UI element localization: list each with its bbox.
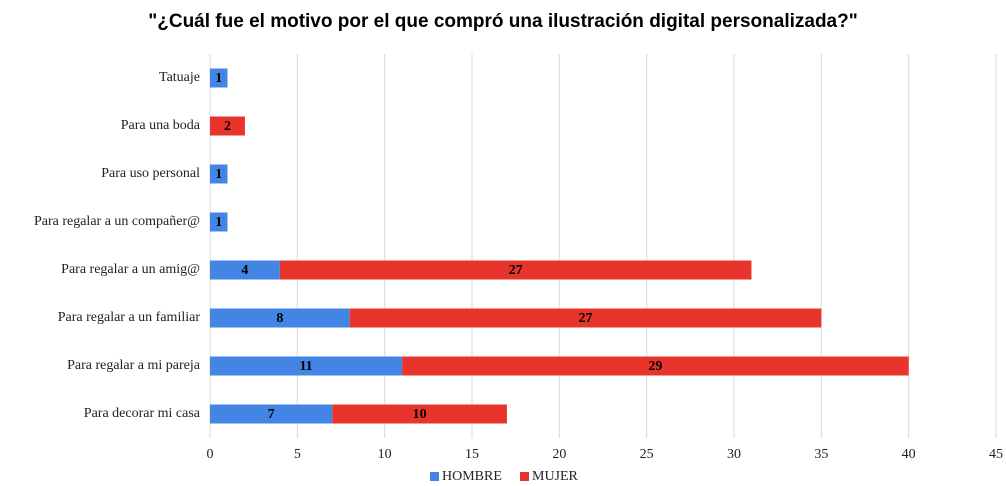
x-tick-label: 10: [378, 447, 392, 462]
data-label: 1: [215, 215, 222, 230]
y-tick-label: Para regalar a un compañer@: [34, 214, 200, 229]
data-label: 11: [299, 359, 312, 374]
data-label: 29: [648, 359, 662, 374]
x-tick-label: 5: [294, 447, 301, 462]
x-tick-label: 15: [465, 447, 479, 462]
legend-swatch: [520, 472, 529, 481]
bar-segment: [332, 404, 507, 424]
data-label: 1: [215, 71, 222, 86]
x-tick-label: 40: [902, 447, 916, 462]
bar-segment: [402, 356, 909, 376]
x-tick-label: 20: [552, 447, 566, 462]
bar-segment: [210, 404, 333, 424]
data-label: 4: [241, 263, 248, 278]
bar-segment: [279, 260, 752, 280]
legend-label: MUJER: [532, 469, 579, 484]
x-tick-label: 30: [727, 447, 741, 462]
y-tick-label: Para uso personal: [101, 166, 200, 181]
data-label: 2: [224, 119, 231, 134]
legend-label: HOMBRE: [442, 469, 502, 484]
bar-segment: [210, 116, 245, 136]
data-label: 8: [276, 311, 283, 326]
bar-segment: [210, 164, 228, 184]
y-tick-label: Tatuaje: [159, 70, 200, 85]
y-tick-label: Para regalar a un amig@: [61, 262, 200, 277]
legend-swatch: [430, 472, 439, 481]
bar-segment: [210, 308, 350, 328]
data-label: 27: [579, 311, 593, 326]
bar-segment: [210, 356, 403, 376]
x-tick-label: 25: [640, 447, 654, 462]
data-label: 7: [268, 407, 275, 422]
chart-title: "¿Cuál fue el motivo por el que compró u…: [148, 11, 858, 32]
bar-segment: [349, 308, 822, 328]
bar-segment: [210, 68, 228, 88]
x-tick-label: 35: [814, 447, 828, 462]
y-tick-label: Para una boda: [121, 118, 201, 133]
bar-segment: [210, 212, 228, 232]
x-tick-label: 45: [989, 447, 1003, 462]
data-label: 1: [215, 167, 222, 182]
bar-segment: [210, 260, 280, 280]
y-tick-label: Para regalar a mi pareja: [67, 358, 201, 373]
data-label: 27: [509, 263, 523, 278]
y-tick-label: Para decorar mi casa: [84, 406, 201, 421]
x-tick-label: 0: [207, 447, 214, 462]
y-tick-label: Para regalar a un familiar: [58, 310, 201, 325]
data-label: 10: [413, 407, 427, 422]
